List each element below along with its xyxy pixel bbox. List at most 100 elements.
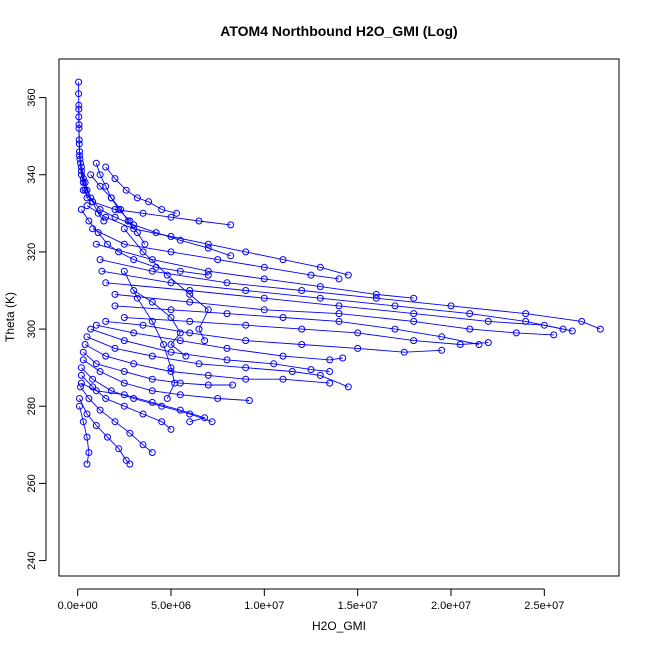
data-point (298, 341, 306, 348)
data-point (242, 364, 250, 372)
data-point (148, 398, 156, 406)
series-17 (83, 333, 352, 391)
data-point (133, 229, 141, 237)
data-point (130, 256, 138, 264)
series-20 (79, 356, 253, 404)
data-point (186, 329, 194, 337)
series-32 (130, 287, 190, 360)
data-point (410, 317, 418, 325)
data-point (104, 433, 111, 441)
data-point (148, 449, 156, 456)
data-point (208, 418, 216, 426)
data-point (75, 140, 83, 148)
data-point (96, 256, 104, 264)
series-9 (98, 267, 567, 333)
series-line (90, 328, 330, 372)
data-point (223, 356, 231, 364)
data-point (410, 310, 418, 318)
data-point (83, 460, 91, 468)
data-point (92, 159, 100, 167)
data-point (133, 294, 141, 302)
x-tick-label: 5.0e+06 (151, 600, 191, 612)
data-point (130, 287, 138, 294)
series-line (86, 336, 349, 388)
data-point (223, 344, 231, 352)
data-point (391, 325, 399, 333)
data-point (85, 395, 93, 402)
data-point (167, 314, 175, 321)
y-axis: 240 260 280 300 320 340 360 (26, 88, 47, 570)
data-point (111, 290, 119, 298)
data-point (102, 213, 110, 221)
data-point (163, 271, 171, 279)
data-point (111, 302, 119, 310)
x-tick-label: 0.0e+00 (58, 600, 98, 612)
data-point (204, 306, 212, 314)
data-point (176, 329, 184, 337)
data-point (85, 449, 93, 456)
data-point (120, 368, 128, 375)
data-point (167, 348, 175, 356)
x-tick-label: 1.0e+07 (244, 600, 284, 612)
series-line (83, 359, 250, 401)
data-point (550, 331, 558, 339)
series-line (92, 228, 340, 280)
series-line (96, 324, 343, 361)
data-point (107, 194, 115, 202)
series-line (79, 406, 90, 465)
data-point (158, 206, 166, 213)
data-point (484, 317, 492, 325)
data-point (83, 333, 91, 341)
series-line (78, 109, 105, 222)
data-point (148, 317, 156, 325)
x-tick-label: 1.5e+07 (338, 600, 378, 612)
data-point (96, 406, 104, 414)
x-axis-label: H2O_GMI (312, 619, 366, 633)
data-point (242, 375, 250, 383)
data-point (186, 287, 194, 294)
data-point (167, 364, 175, 372)
data-point (171, 379, 179, 387)
series-layer (75, 78, 604, 468)
data-point (466, 325, 474, 333)
x-axis: 0.0e+00 5.0e+06 1.0e+07 1.5e+07 2.0e+07 2.5e+… (58, 588, 564, 612)
series-31 (120, 225, 212, 345)
data-point (279, 375, 287, 383)
x-tick-label: 2.5e+07 (524, 600, 564, 612)
data-point (167, 248, 175, 256)
data-point (102, 317, 110, 325)
data-point (102, 279, 110, 287)
series-line (105, 166, 177, 214)
series-8 (96, 256, 604, 333)
series-29 (87, 171, 149, 248)
data-point (122, 186, 130, 194)
data-point (242, 287, 250, 294)
series-line (81, 382, 207, 423)
series-15 (92, 321, 347, 364)
data-point (456, 341, 464, 348)
series-2 (75, 105, 108, 225)
data-point (391, 302, 399, 310)
series-12 (111, 302, 483, 348)
data-point (133, 194, 141, 202)
y-tick-label: 300 (26, 320, 38, 338)
data-point (410, 294, 418, 302)
data-point (139, 410, 147, 418)
chart-title: ATOM4 Northbound H2O_GMI (Log) (220, 23, 457, 39)
data-point (148, 375, 156, 383)
data-point (76, 402, 83, 410)
data-point (83, 202, 91, 210)
data-point (522, 310, 530, 318)
data-point (245, 397, 253, 404)
data-point (326, 356, 334, 364)
data-point (130, 329, 138, 337)
data-point (148, 352, 156, 360)
data-point (438, 346, 446, 354)
data-point (223, 279, 231, 287)
series-11 (111, 290, 558, 339)
series-13 (120, 314, 492, 348)
series-line (79, 398, 131, 465)
data-point (167, 425, 175, 433)
data-point (176, 267, 184, 275)
